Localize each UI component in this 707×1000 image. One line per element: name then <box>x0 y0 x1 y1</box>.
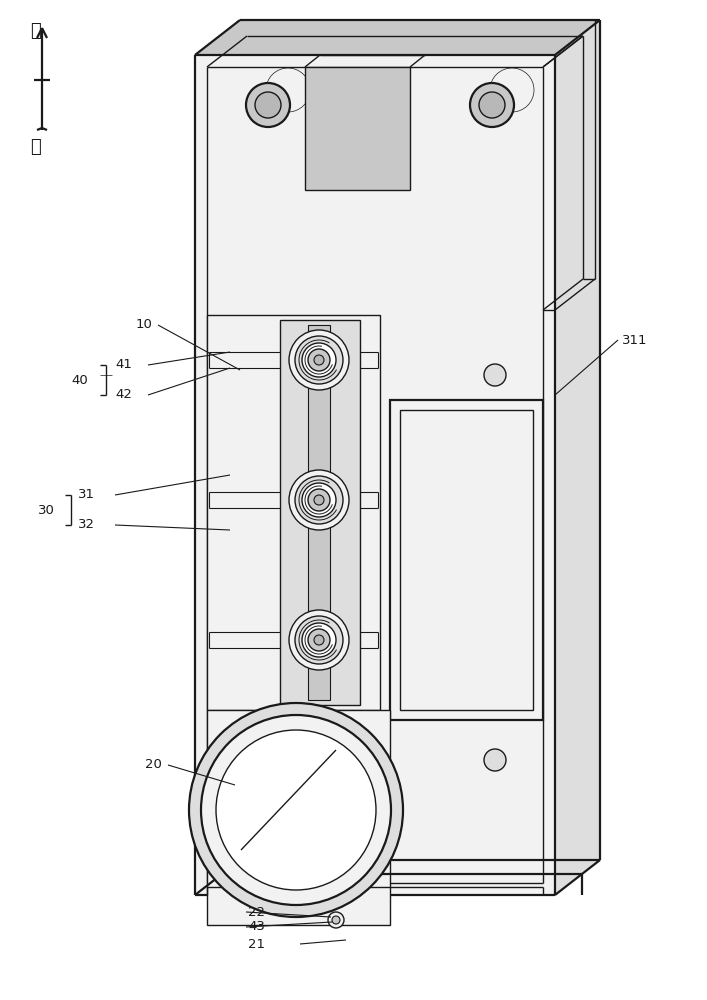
Bar <box>207 315 380 710</box>
Bar <box>207 710 390 925</box>
Circle shape <box>314 355 324 365</box>
Text: 22: 22 <box>248 906 265 918</box>
Circle shape <box>216 730 376 890</box>
Circle shape <box>308 629 330 651</box>
Text: 20: 20 <box>145 758 162 772</box>
Text: 30: 30 <box>38 504 55 516</box>
Circle shape <box>255 92 281 118</box>
Circle shape <box>289 330 349 390</box>
Bar <box>195 55 555 895</box>
Circle shape <box>201 715 391 905</box>
Text: 下: 下 <box>30 138 41 156</box>
Bar <box>308 325 330 700</box>
Bar <box>305 67 410 190</box>
Text: 32: 32 <box>78 518 95 532</box>
Circle shape <box>302 483 336 517</box>
Circle shape <box>470 83 514 127</box>
Circle shape <box>328 912 344 928</box>
Text: 43: 43 <box>248 920 265 934</box>
Polygon shape <box>555 20 600 895</box>
Circle shape <box>246 83 290 127</box>
Text: 42: 42 <box>115 388 132 401</box>
Circle shape <box>308 349 330 371</box>
Circle shape <box>479 92 505 118</box>
Circle shape <box>484 749 506 771</box>
Text: 上: 上 <box>30 22 41 40</box>
Bar <box>400 410 533 710</box>
Text: 21: 21 <box>248 938 265 950</box>
Text: 31: 31 <box>78 488 95 502</box>
Circle shape <box>289 470 349 530</box>
Circle shape <box>295 616 343 664</box>
Circle shape <box>332 916 340 924</box>
Circle shape <box>314 495 324 505</box>
Circle shape <box>289 610 349 670</box>
Circle shape <box>308 489 330 511</box>
Bar <box>280 320 360 705</box>
Circle shape <box>484 364 506 386</box>
Circle shape <box>295 476 343 524</box>
Text: 10: 10 <box>135 318 152 332</box>
Text: 40: 40 <box>71 373 88 386</box>
Polygon shape <box>195 20 600 55</box>
Text: 41: 41 <box>115 359 132 371</box>
Bar <box>390 400 543 720</box>
Circle shape <box>314 635 324 645</box>
Circle shape <box>302 343 336 377</box>
Circle shape <box>189 703 403 917</box>
Circle shape <box>302 623 336 657</box>
Circle shape <box>295 336 343 384</box>
Text: 311: 311 <box>622 334 648 347</box>
